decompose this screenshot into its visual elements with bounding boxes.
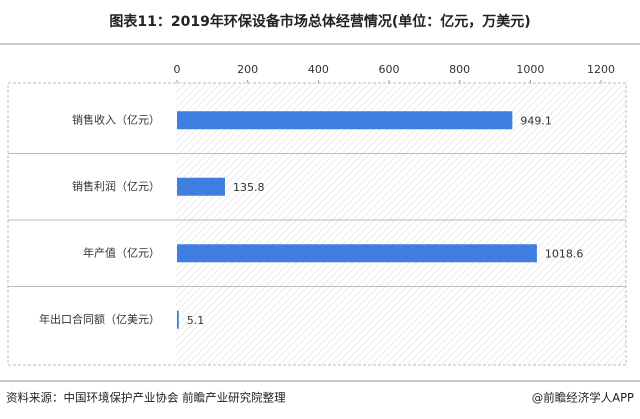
x-tick-label: 200 (237, 63, 258, 76)
credit: @前瞻经济学人APP (532, 391, 634, 405)
source: 资料来源：中国环境保护产业协会 前瞻产业研究院整理 (6, 391, 286, 405)
y-tick-label: 销售利润（亿元） (72, 179, 160, 193)
x-tick-label: 1000 (516, 63, 544, 76)
bar (177, 177, 225, 196)
plot-area (176, 83, 626, 365)
x-tick-label: 1200 (587, 63, 615, 76)
x-tick-label: 0 (174, 63, 181, 76)
x-tick-label: 600 (379, 63, 400, 76)
bar (177, 244, 537, 263)
chart-title: 图表11：2019年环保设备市场总体经营情况(单位：亿元，万美元) (109, 13, 530, 30)
bar (177, 310, 179, 329)
y-tick-label: 年产值（亿元） (83, 245, 160, 259)
value-label: 949.1 (520, 114, 552, 127)
y-tick-label: 年出口合同额（亿美元） (39, 312, 160, 326)
value-label: 1018.6 (545, 247, 584, 260)
y-tick-label: 销售收入（亿元） (72, 112, 160, 126)
value-label: 135.8 (233, 181, 265, 194)
x-tick-label: 400 (308, 63, 329, 76)
bar (177, 111, 513, 130)
value-label: 5.1 (187, 314, 205, 327)
x-tick-label: 800 (449, 63, 470, 76)
